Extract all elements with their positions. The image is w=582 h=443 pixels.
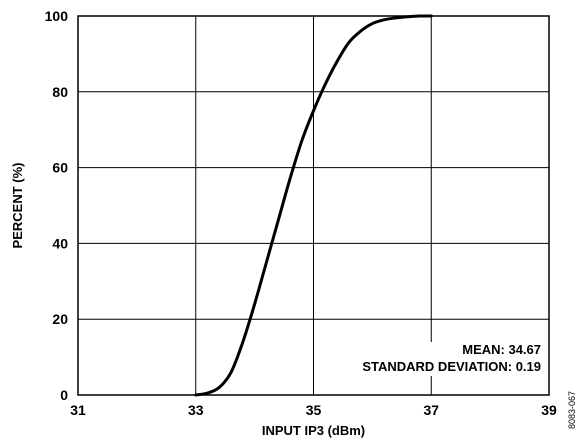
y-axis-title: PERCENT (%)	[10, 163, 25, 249]
x-tick-label: 33	[188, 402, 204, 418]
x-tick-label: 31	[70, 402, 86, 418]
y-tick-label: 60	[52, 160, 68, 176]
y-tick-labels: 0 20 40 60 80 100	[45, 8, 69, 403]
figure-id: 8083-067	[567, 391, 577, 429]
x-tick-label: 35	[306, 402, 322, 418]
x-tick-label: 39	[541, 402, 557, 418]
x-tick-label: 37	[423, 402, 439, 418]
y-tick-label: 80	[52, 84, 68, 100]
y-tick-label: 40	[52, 235, 68, 251]
y-tick-label: 100	[45, 8, 69, 24]
series-line-0	[194, 14, 433, 397]
series-group	[194, 14, 433, 397]
annotation-background	[316, 342, 548, 376]
y-tick-label: 0	[60, 387, 68, 403]
grid-lines	[78, 16, 549, 395]
y-tick-label: 20	[52, 311, 68, 327]
annotation-std-dev: STANDARD DEVIATION: 0.19	[362, 359, 541, 374]
annotation-mean: MEAN: 34.67	[462, 342, 541, 357]
x-axis-title: INPUT IP3 (dBm)	[262, 423, 365, 438]
plot-frame	[77, 15, 550, 396]
x-tick-labels: 31 33 35 37 39	[70, 402, 557, 418]
